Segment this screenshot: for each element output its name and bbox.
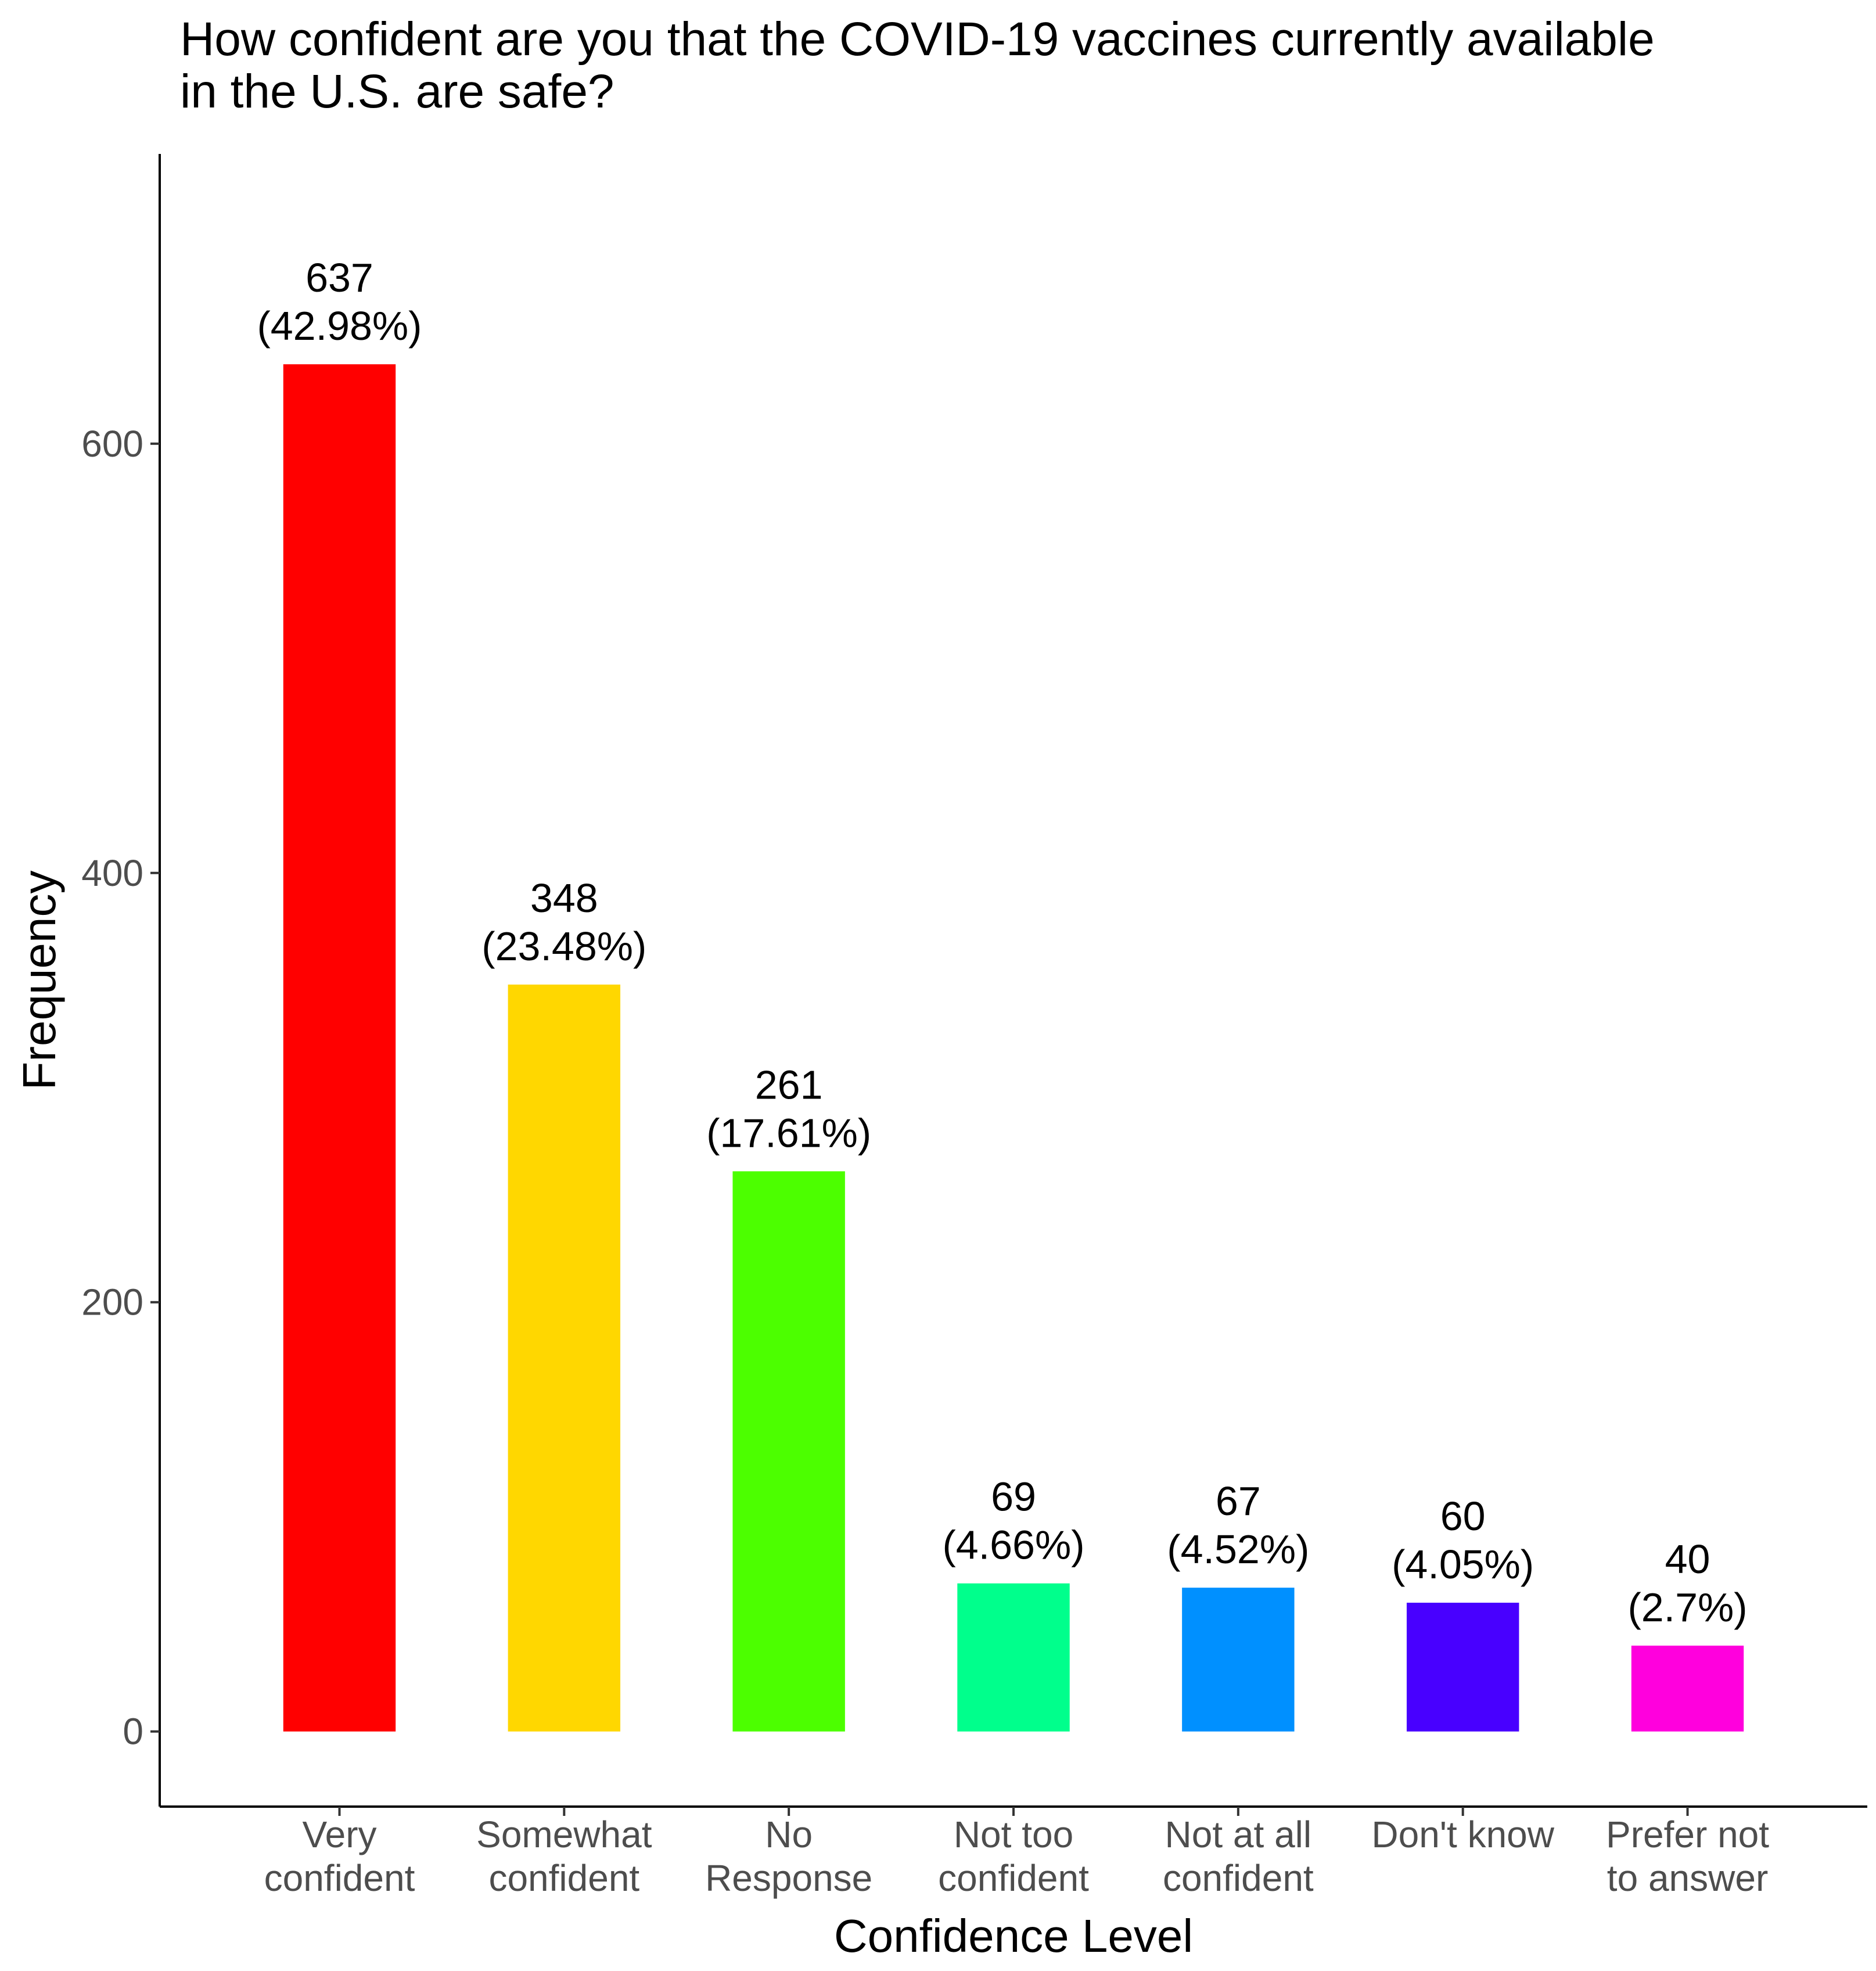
bar-value-label: 637 xyxy=(306,255,373,300)
x-tick-label: confident xyxy=(938,1857,1089,1899)
x-tick-label: Not at all xyxy=(1165,1814,1312,1855)
bar-value-label: 261 xyxy=(755,1062,823,1107)
bar xyxy=(1182,1588,1295,1732)
bar-percent-label: (42.98%) xyxy=(257,303,422,349)
y-tick-label: 200 xyxy=(81,1281,143,1323)
x-tick-label: Not too xyxy=(954,1814,1073,1855)
title-line: in the U.S. are safe? xyxy=(180,65,614,118)
x-tick-label: confident xyxy=(1163,1857,1314,1899)
bar-percent-label: (17.61%) xyxy=(706,1110,871,1155)
y-tick-label: 600 xyxy=(81,423,143,465)
bar xyxy=(1406,1602,1519,1732)
bar xyxy=(508,984,621,1732)
x-tick-label: Somewhat xyxy=(476,1814,652,1855)
data-labels: 637(42.98%) 348(23.48%) 261(17.61%) 69(4.66… xyxy=(257,255,1747,1630)
bar-percent-label: (4.52%) xyxy=(1167,1527,1309,1572)
x-tick-label: Don't know xyxy=(1371,1814,1554,1855)
title-line: How confident are you that the COVID-19 … xyxy=(180,13,1655,66)
y-tick-label: 400 xyxy=(81,852,143,894)
x-tick-label: Very xyxy=(302,1814,376,1855)
bar-value-label: 348 xyxy=(530,875,598,921)
bar-value-label: 40 xyxy=(1665,1536,1710,1582)
x-axis-title: Confidence Level xyxy=(834,1910,1193,1962)
bars xyxy=(283,364,1744,1732)
bar-value-label: 69 xyxy=(991,1474,1036,1520)
y-tick-label: 0 xyxy=(123,1711,143,1753)
bar xyxy=(732,1171,845,1732)
bar-percent-label: (4.66%) xyxy=(942,1523,1084,1568)
bar xyxy=(283,364,396,1732)
x-tick-label: No xyxy=(765,1814,813,1855)
x-tick-label: Prefer not xyxy=(1606,1814,1769,1855)
x-tick-label: to answer xyxy=(1607,1857,1768,1899)
bar xyxy=(957,1583,1070,1732)
bar-percent-label: (4.05%) xyxy=(1392,1542,1534,1587)
x-axis-ticks: VeryconfidentSomewhatconfidentNoResponse… xyxy=(264,1807,1769,1899)
y-axis-title: Frequency xyxy=(13,871,65,1090)
x-tick-label: Response xyxy=(705,1857,872,1899)
y-axis-ticks: 0 200 400 600 xyxy=(81,423,160,1753)
bar-value-label: 60 xyxy=(1440,1493,1486,1539)
bar-value-label: 67 xyxy=(1216,1478,1261,1524)
x-tick-label: confident xyxy=(264,1857,415,1899)
bar-percent-label: (2.7%) xyxy=(1627,1585,1747,1630)
chart-title: How confident are you that the COVID-19 … xyxy=(180,13,1655,118)
x-tick-label: confident xyxy=(488,1857,639,1899)
bar-percent-label: (23.48%) xyxy=(481,924,646,969)
bar xyxy=(1631,1645,1744,1732)
